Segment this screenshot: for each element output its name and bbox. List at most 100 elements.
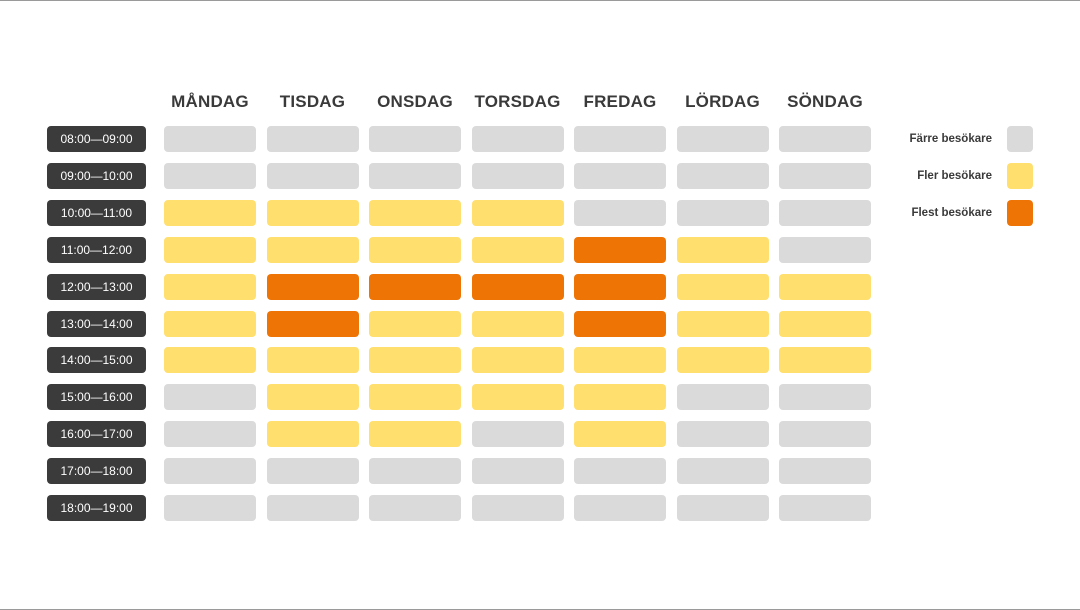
time-slot-label: 17:00—18:00 [47, 458, 146, 484]
heatmap-cell [164, 200, 256, 226]
time-slot-label: 09:00—10:00 [47, 163, 146, 189]
heatmap-cell [677, 458, 769, 484]
heatmap-cell [472, 126, 564, 152]
heatmap-cell [472, 237, 564, 263]
heatmap-cell [369, 421, 461, 447]
heatmap-cell [164, 311, 256, 337]
heatmap-cell [779, 495, 871, 521]
heatmap-cell [164, 495, 256, 521]
legend-label: Flest besökare [911, 207, 992, 219]
heatmap-cell [267, 163, 359, 189]
heatmap-cell [369, 347, 461, 373]
heatmap-cell [779, 347, 871, 373]
heatmap-cell [267, 421, 359, 447]
heatmap-cell [164, 458, 256, 484]
day-header: LÖRDAG [685, 92, 760, 111]
heatmap-cell [164, 237, 256, 263]
heatmap-cell [472, 347, 564, 373]
heatmap-cell [574, 126, 666, 152]
heatmap-cell [779, 311, 871, 337]
heatmap-cell [267, 274, 359, 300]
day-header: TORSDAG [474, 92, 561, 111]
time-slot-label: 18:00—19:00 [47, 495, 146, 521]
heatmap-cell [677, 384, 769, 410]
heatmap-cell [472, 163, 564, 189]
day-header: ONSDAG [377, 92, 453, 111]
heatmap-cell [574, 495, 666, 521]
heatmap-cell [472, 421, 564, 447]
day-header: TISDAG [279, 92, 346, 111]
heatmap-cell [677, 200, 769, 226]
heatmap-cell [369, 458, 461, 484]
time-slot-label: 11:00—12:00 [47, 237, 146, 263]
heatmap-cell [574, 274, 666, 300]
heatmap-cell [267, 347, 359, 373]
heatmap-cell [267, 458, 359, 484]
day-header: FREDAG [583, 92, 657, 111]
heatmap-cell [779, 421, 871, 447]
heatmap-cell [574, 200, 666, 226]
heatmap-cell [267, 237, 359, 263]
legend-label: Fler besökare [917, 170, 992, 182]
time-slot-label: 14:00—15:00 [47, 347, 146, 373]
heatmap-cell [369, 274, 461, 300]
heatmap-cell [164, 347, 256, 373]
heatmap-cell [574, 311, 666, 337]
time-slot-label: 12:00—13:00 [47, 274, 146, 300]
heatmap-cell [779, 237, 871, 263]
heatmap-cell [164, 421, 256, 447]
legend-label: Färre besökare [909, 133, 992, 145]
heatmap-cell [369, 384, 461, 410]
heatmap-cell [574, 163, 666, 189]
heatmap-cell [164, 163, 256, 189]
heatmap-cell [677, 126, 769, 152]
time-slot-label: 16:00—17:00 [47, 421, 146, 447]
heatmap-cell [267, 311, 359, 337]
heatmap-cell [779, 200, 871, 226]
heatmap-cell [472, 495, 564, 521]
heatmap-cell [472, 311, 564, 337]
heatmap-cell [574, 347, 666, 373]
heatmap-cell [677, 163, 769, 189]
heatmap-cell [574, 458, 666, 484]
heatmap-cell [369, 200, 461, 226]
heatmap-cell [267, 126, 359, 152]
heatmap-cell [164, 384, 256, 410]
heatmap-cell [369, 237, 461, 263]
heatmap-cell [267, 495, 359, 521]
heatmap-cell [369, 311, 461, 337]
time-slot-label: 10:00—11:00 [47, 200, 146, 226]
heatmap-cell [677, 495, 769, 521]
heatmap-cell [472, 458, 564, 484]
heatmap-cell [779, 274, 871, 300]
time-slot-label: 08:00—09:00 [47, 126, 146, 152]
heatmap-cell [574, 237, 666, 263]
heatmap-cell [677, 347, 769, 373]
heatmap-cell [472, 200, 564, 226]
heatmap-cell [267, 200, 359, 226]
heatmap-cell [164, 126, 256, 152]
heatmap-cell [267, 384, 359, 410]
heatmap-cell [779, 458, 871, 484]
legend-swatch [1007, 126, 1033, 152]
heatmap-cell [779, 126, 871, 152]
heatmap-cell [779, 163, 871, 189]
time-slot-label: 15:00—16:00 [47, 384, 146, 410]
heatmap-cell [677, 421, 769, 447]
heatmap-cell [779, 384, 871, 410]
heatmap-cell [677, 274, 769, 300]
legend-swatch [1007, 200, 1033, 226]
heatmap-cell [369, 495, 461, 521]
heatmap-cell [164, 274, 256, 300]
heatmap-cell [574, 384, 666, 410]
heatmap-cell [369, 126, 461, 152]
heatmap-cell [677, 237, 769, 263]
heatmap-cell [677, 311, 769, 337]
time-slot-label: 13:00—14:00 [47, 311, 146, 337]
day-header: SÖNDAG [787, 92, 863, 111]
heatmap-cell [472, 384, 564, 410]
heatmap-cell [472, 274, 564, 300]
heatmap-cell [369, 163, 461, 189]
day-header: MÅNDAG [171, 92, 249, 111]
